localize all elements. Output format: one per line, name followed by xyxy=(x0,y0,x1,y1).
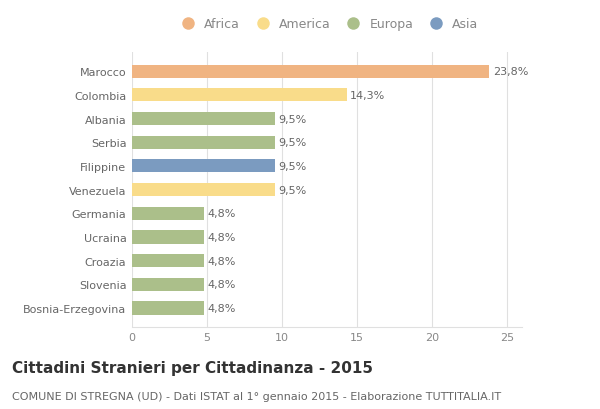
Text: Cittadini Stranieri per Cittadinanza - 2015: Cittadini Stranieri per Cittadinanza - 2… xyxy=(12,360,373,375)
Text: COMUNE DI STREGNA (UD) - Dati ISTAT al 1° gennaio 2015 - Elaborazione TUTTITALIA: COMUNE DI STREGNA (UD) - Dati ISTAT al 1… xyxy=(12,391,501,401)
Bar xyxy=(132,231,204,244)
Text: 4,8%: 4,8% xyxy=(208,256,236,266)
Bar xyxy=(132,65,489,79)
Bar xyxy=(132,89,347,102)
Text: 4,8%: 4,8% xyxy=(208,280,236,290)
Text: 9,5%: 9,5% xyxy=(278,185,307,195)
Legend: Africa, America, Europa, Asia: Africa, America, Europa, Asia xyxy=(176,18,478,31)
Text: 4,8%: 4,8% xyxy=(208,232,236,243)
Bar xyxy=(132,302,204,315)
Text: 9,5%: 9,5% xyxy=(278,162,307,171)
Bar xyxy=(132,278,204,291)
Bar xyxy=(132,113,275,126)
Bar xyxy=(132,160,275,173)
Bar xyxy=(132,207,204,220)
Text: 14,3%: 14,3% xyxy=(350,91,386,101)
Bar xyxy=(132,137,275,149)
Text: 9,5%: 9,5% xyxy=(278,138,307,148)
Text: 23,8%: 23,8% xyxy=(493,67,528,77)
Bar xyxy=(132,254,204,267)
Text: 9,5%: 9,5% xyxy=(278,115,307,124)
Text: 4,8%: 4,8% xyxy=(208,209,236,219)
Bar xyxy=(132,184,275,197)
Text: 4,8%: 4,8% xyxy=(208,303,236,313)
